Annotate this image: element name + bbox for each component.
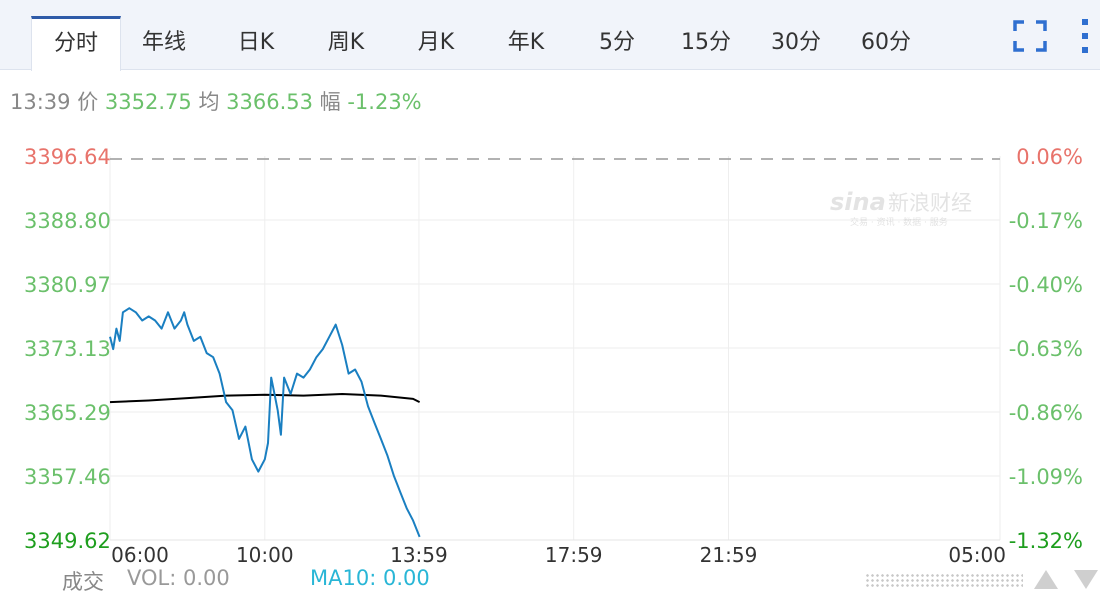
scroll-down-arrow-icon[interactable] [1074, 570, 1098, 589]
y-tick-label: 3365.29 [24, 401, 111, 425]
y-tick-label: 3380.97 [24, 273, 111, 297]
tab-30min[interactable]: 30分 [771, 30, 821, 55]
tab-5min[interactable]: 5分 [599, 30, 635, 55]
tab-15min[interactable]: 15分 [681, 30, 731, 55]
tab-daily-k[interactable]: 日K [237, 30, 275, 55]
y-tick-label: 3396.64 [24, 145, 111, 169]
fullscreen-icon[interactable] [1013, 20, 1047, 52]
tab-60min[interactable]: 60分 [861, 30, 911, 55]
percent-tick-label: -0.86% [1009, 401, 1083, 425]
x-tick-label: 05:00 [948, 543, 1006, 567]
watermark: sina 新浪财经 交易 · 资讯 · 数据 · 服务 [830, 188, 972, 228]
percent-tick-label: -1.32% [1009, 529, 1083, 553]
scroll-up-arrow-icon[interactable] [1034, 570, 1058, 589]
average-value: 3366.53 [226, 90, 313, 114]
chart-scroll-handle[interactable] [865, 573, 1023, 587]
quote-info-line: 13:39 价 3352.75 均 3366.53 幅 -1.23% [10, 86, 422, 116]
percent-tick-label: -1.09% [1009, 465, 1083, 489]
ma10-value: MA10: 0.00 [310, 566, 430, 590]
price-line [109, 307, 421, 538]
tab-yearly-k[interactable]: 年K [507, 30, 545, 55]
x-tick-label: 10:00 [236, 543, 294, 567]
more-options-icon[interactable] [1078, 16, 1092, 56]
percent-tick-label: -0.40% [1009, 273, 1083, 297]
y-tick-label: 3388.80 [24, 209, 111, 233]
y-tick-label: 3357.46 [24, 465, 111, 489]
tab-monthly-k[interactable]: 月K [417, 30, 455, 55]
tab-intraday[interactable]: 分时 [31, 16, 121, 71]
percent-tick-label: -0.63% [1009, 337, 1083, 361]
percent-tick-label: -0.17% [1009, 209, 1083, 233]
tab-weekly-k[interactable]: 周K [327, 30, 365, 55]
x-tick-label: 21:59 [700, 543, 758, 567]
watermark-sub: 交易 · 资讯 · 数据 · 服务 [850, 216, 948, 228]
average-price-line [109, 393, 421, 404]
watermark-name: 新浪财经 [888, 191, 972, 215]
change-label: 幅 [319, 90, 341, 114]
volume-label: 成交 [62, 570, 104, 592]
y-tick-label: 3349.62 [24, 529, 111, 553]
y-tick-label: 3373.13 [24, 337, 111, 361]
x-tick-label: 13:59 [390, 543, 448, 567]
percent-tick-label: 0.06% [1016, 145, 1083, 169]
change-value: -1.23% [347, 90, 422, 114]
watermark-brand: sina [830, 188, 886, 216]
period-tab-bar: 分时 年线 日K 周K 月K 年K 5分 15分 30分 60分 [0, 0, 1100, 71]
price-value: 3352.75 [104, 90, 192, 114]
price-label: 价 [77, 90, 99, 114]
quote-time: 13:39 [10, 90, 71, 114]
x-tick-label: 17:59 [545, 543, 603, 567]
average-label: 均 [198, 90, 220, 114]
vol-value: VOL: 0.00 [127, 566, 230, 590]
x-tick-label: 06:00 [111, 543, 169, 567]
chart-grid [109, 156, 1001, 541]
tab-year-line[interactable]: 年线 [141, 30, 186, 55]
